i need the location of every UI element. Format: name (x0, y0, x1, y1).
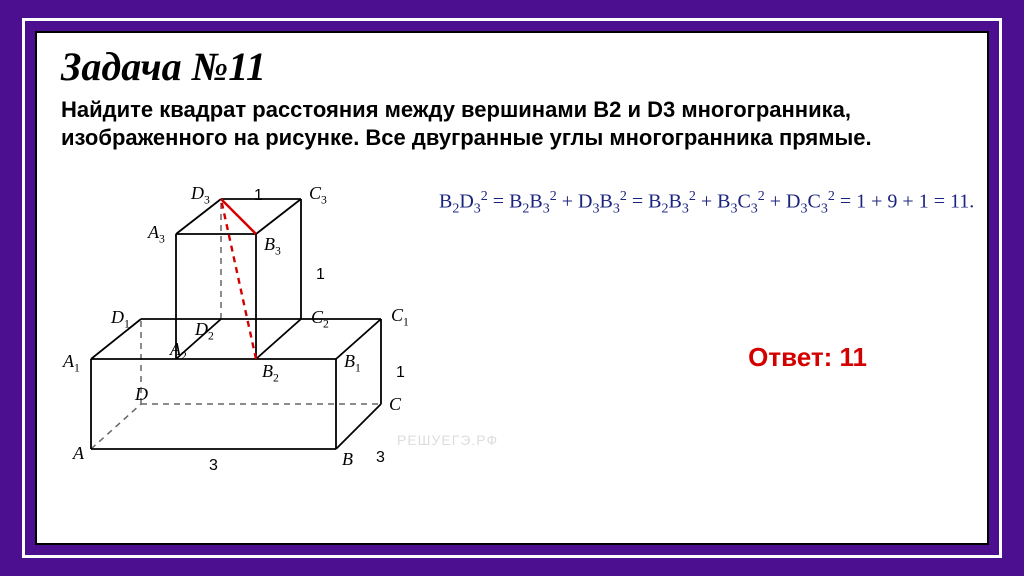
vertex-label-B3: B3 (264, 234, 281, 258)
dimension-label-4: 3 (376, 449, 385, 467)
watermark-text: РЕШУЕГЭ.РФ (397, 432, 498, 448)
dimension-label-3: 3 (209, 457, 218, 475)
vertex-label-B1: B1 (344, 351, 361, 375)
vertex-label-D: D (135, 384, 148, 405)
vertex-label-C1: C1 (391, 305, 409, 329)
outer-frame: Задача №11 Найдите квадрат расстояния ме… (22, 18, 1002, 558)
content-row: ABCDA1B1C1D1A2B2C2D2A3B3C3D311133 B2D32 … (61, 159, 963, 459)
vertex-label-C2: C2 (311, 307, 329, 331)
vertex-label-C: C (389, 394, 401, 415)
vertex-label-D2: D2 (195, 319, 214, 343)
solution-formula: B2D32 = B2B32 + D3B32 = B2B32 + B3C32 + … (439, 189, 974, 459)
problem-text: Найдите квадрат расстояния между вершина… (61, 96, 963, 151)
vertex-label-B2: B2 (262, 361, 279, 385)
vertex-label-A: A (73, 443, 84, 464)
vertex-label-A1: A1 (63, 351, 80, 375)
vertex-label-B: B (342, 449, 353, 470)
answer-text: Ответ: 11 (748, 342, 867, 373)
dimension-label-0: 1 (254, 187, 263, 205)
vertex-label-C3: C3 (309, 183, 327, 207)
dimension-label-2: 1 (396, 364, 405, 382)
slide-card: Задача №11 Найдите квадрат расстояния ме… (35, 31, 989, 545)
vertex-label-D1: D1 (111, 307, 130, 331)
problem-title: Задача №11 (61, 43, 963, 90)
vertex-label-A3: A3 (148, 222, 165, 246)
vertex-label-A2: A2 (170, 339, 187, 363)
vertex-label-D3: D3 (191, 183, 210, 207)
dimension-label-1: 1 (316, 266, 325, 284)
polyhedron-diagram: ABCDA1B1C1D1A2B2C2D2A3B3C3D311133 (61, 159, 431, 459)
